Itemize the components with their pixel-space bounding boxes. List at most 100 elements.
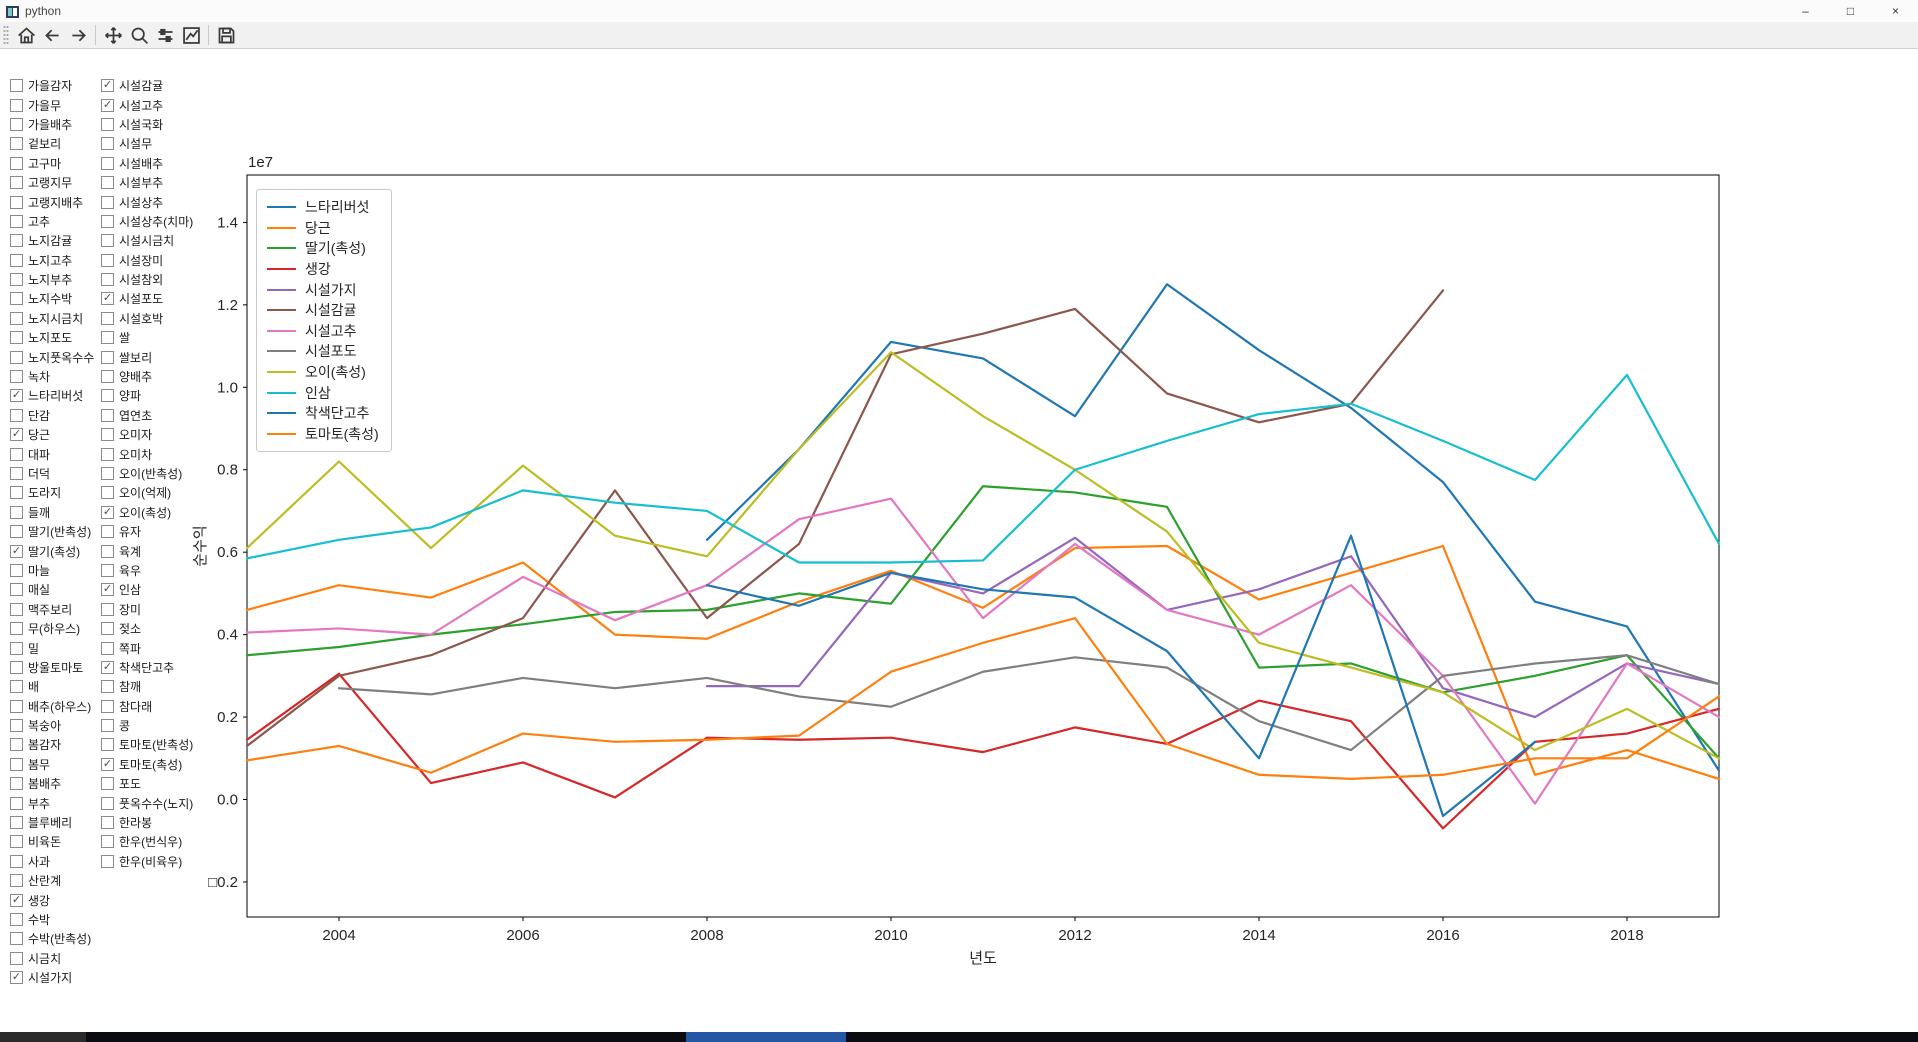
checkbox-item[interactable]: 노지수박 [10,289,101,308]
checkbox-item[interactable]: 한우(번식우) [101,832,231,851]
checkbox-item[interactable]: 시설참외 [101,270,231,289]
checkbox-checked[interactable]: ✓ [10,544,23,558]
checkbox-item[interactable]: ✓ 오이(촉성) [101,503,231,522]
checkbox-item[interactable]: 블루베리 [10,813,101,832]
checkbox-unchecked[interactable] [10,816,23,830]
checkbox-item[interactable]: 엽연초 [101,406,231,425]
checkbox-unchecked[interactable] [10,525,23,539]
checkbox-item[interactable]: 시설부추 [101,173,231,192]
checkbox-unchecked[interactable] [101,544,114,558]
checkbox-checked[interactable]: ✓ [10,428,23,442]
checkbox-item[interactable]: ✓ 착색단고추 [101,658,231,677]
checkbox-unchecked[interactable] [101,117,114,131]
checkbox-unchecked[interactable] [10,777,23,791]
checkbox-unchecked[interactable] [10,622,23,636]
checkbox-item[interactable]: ✓ 느타리버섯 [10,386,101,405]
checkbox-item[interactable]: 비육돈 [10,832,101,851]
checkbox-item[interactable]: 가을배추 [10,115,101,134]
checkbox-item[interactable]: 노지부추 [10,270,101,289]
checkbox-item[interactable]: 고추 [10,212,101,231]
checkbox-item[interactable]: 무(하우스) [10,619,101,638]
subplots-button[interactable] [152,23,178,47]
toolbar-drag-handle[interactable] [3,24,9,46]
checkbox-item[interactable]: ✓ 시설고추 [101,95,231,114]
checkbox-item[interactable]: 도라지 [10,483,101,502]
checkbox-item[interactable]: 시설국화 [101,115,231,134]
checkbox-item[interactable]: 포도 [101,774,231,793]
checkbox-unchecked[interactable] [10,311,23,325]
checkbox-unchecked[interactable] [101,622,114,636]
customize-button[interactable] [178,23,204,47]
checkbox-item[interactable]: 가을감자 [10,76,101,95]
checkbox-item[interactable]: 육계 [101,541,231,560]
checkbox-unchecked[interactable] [101,447,114,461]
checkbox-unchecked[interactable] [10,738,23,752]
checkbox-unchecked[interactable] [10,447,23,461]
checkbox-item[interactable]: 더덕 [10,464,101,483]
checkbox-item[interactable]: ✓ 생강 [10,890,101,909]
checkbox-item[interactable]: 시설호박 [101,309,231,328]
checkbox-unchecked[interactable] [10,951,23,965]
checkbox-item[interactable]: 시설상추(치마) [101,212,231,231]
checkbox-checked[interactable]: ✓ [101,660,114,674]
checkbox-checked[interactable]: ✓ [10,389,23,403]
checkbox-item[interactable]: 한우(비육우) [101,852,231,871]
checkbox-item[interactable]: 노지풋옥수수 [10,347,101,366]
checkbox-unchecked[interactable] [10,117,23,131]
checkbox-item[interactable]: 매실 [10,580,101,599]
checkbox-item[interactable]: 들깨 [10,503,101,522]
checkbox-item[interactable]: 딸기(반촉성) [10,522,101,541]
checkbox-item[interactable]: ✓ 토마토(촉성) [101,755,231,774]
checkbox-checked[interactable]: ✓ [101,583,114,597]
checkbox-unchecked[interactable] [101,699,114,713]
back-button[interactable] [39,23,65,47]
checkbox-item[interactable]: 봄무 [10,755,101,774]
checkbox-item[interactable]: 밀 [10,638,101,657]
close-button[interactable]: × [1891,4,1899,18]
checkbox-item[interactable]: 풋옥수수(노지) [101,793,231,812]
checkbox-item[interactable]: ✓ 시설포도 [101,289,231,308]
checkbox-checked[interactable]: ✓ [101,98,114,112]
checkbox-unchecked[interactable] [10,253,23,267]
checkbox-unchecked[interactable] [101,214,114,228]
checkbox-unchecked[interactable] [10,214,23,228]
checkbox-item[interactable]: 단감 [10,406,101,425]
checkbox-checked[interactable]: ✓ [10,971,23,985]
checkbox-unchecked[interactable] [10,719,23,733]
checkbox-unchecked[interactable] [10,370,23,384]
checkbox-unchecked[interactable] [101,854,114,868]
minimize-button[interactable]: – [1802,4,1809,18]
checkbox-unchecked[interactable] [101,408,114,422]
checkbox-item[interactable]: ✓ 당근 [10,425,101,444]
checkbox-unchecked[interactable] [101,738,114,752]
maximize-button[interactable]: □ [1846,4,1855,18]
checkbox-unchecked[interactable] [10,563,23,577]
checkbox-checked[interactable]: ✓ [10,893,23,907]
checkbox-item[interactable]: 녹차 [10,367,101,386]
checkbox-unchecked[interactable] [101,467,114,480]
checkbox-unchecked[interactable] [10,79,23,93]
checkbox-unchecked[interactable] [101,234,114,248]
checkbox-item[interactable]: ✓ 인삼 [101,580,231,599]
checkbox-unchecked[interactable] [10,331,23,345]
checkbox-unchecked[interactable] [10,273,23,287]
pan-button[interactable] [100,23,126,47]
checkbox-item[interactable]: 양배추 [101,367,231,386]
checkbox-unchecked[interactable] [101,370,114,384]
checkbox-unchecked[interactable] [10,350,23,364]
checkbox-unchecked[interactable] [101,331,114,345]
checkbox-item[interactable]: 쌀보리 [101,347,231,366]
checkbox-item[interactable]: 참다래 [101,697,231,716]
checkbox-checked[interactable]: ✓ [101,505,114,519]
checkbox-item[interactable]: 부추 [10,793,101,812]
checkbox-item[interactable]: ✓ 시설감귤 [101,76,231,95]
checkbox-unchecked[interactable] [10,641,23,655]
checkbox-unchecked[interactable] [10,505,23,519]
checkbox-unchecked[interactable] [101,156,114,170]
checkbox-checked[interactable]: ✓ [101,292,114,306]
checkbox-unchecked[interactable] [10,932,23,946]
checkbox-item[interactable]: 젖소 [101,619,231,638]
checkbox-item[interactable]: ✓ 시설가지 [10,968,101,987]
checkbox-unchecked[interactable] [10,680,23,694]
home-button[interactable] [13,23,39,47]
